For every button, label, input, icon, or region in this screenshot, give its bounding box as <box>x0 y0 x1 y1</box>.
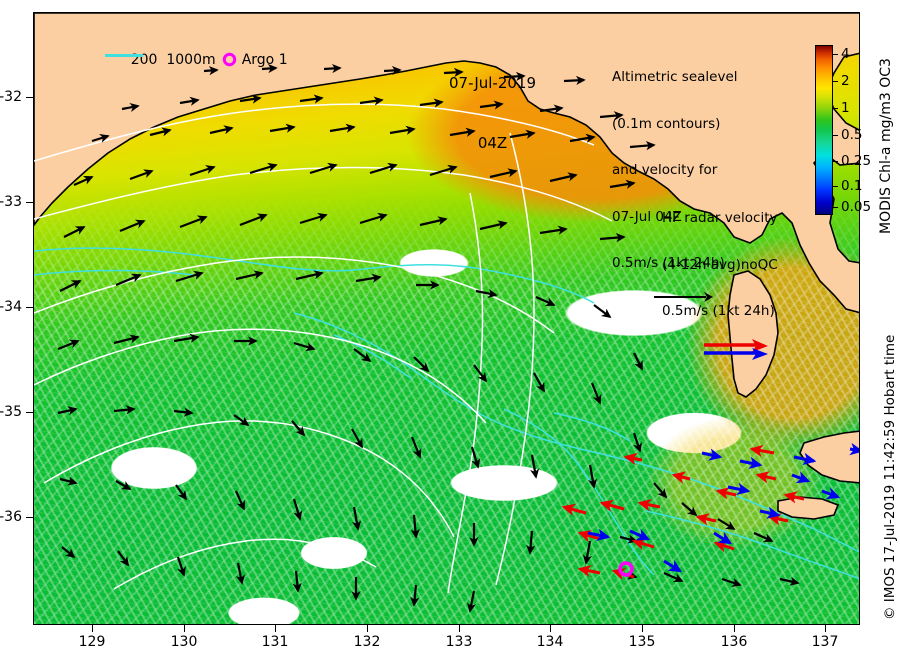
x-axis-tick <box>734 625 736 632</box>
x-axis-label: 134 <box>536 634 564 650</box>
title-date: 07-Jul-2019 <box>449 74 537 92</box>
colorbar-tick <box>833 53 838 55</box>
hf-radar-reference-arrows-icon <box>703 339 768 360</box>
colorbar-label-0p5: 0.5 <box>841 127 863 144</box>
argo-legend: Argo 1 <box>194 36 288 84</box>
colorbar-tick <box>833 107 838 110</box>
x-axis-label: 133 <box>445 634 473 650</box>
hf-radar-annotation: HF radar velocity (4-12h avg)noQC 0.5m/s… <box>662 180 778 381</box>
colorbar-label-2: 2 <box>841 72 850 89</box>
colorbar-label-0p1: 0.1 <box>841 178 863 195</box>
bathymetry-scale-legend: 200 1000m <box>104 37 216 99</box>
map-plot-area[interactable]: 200 1000m Argo 1 07-Jul-2019 04Z Altimet… <box>33 12 860 625</box>
altimetric-annotation: Altimetric sealevel (0.1m contours) and … <box>612 39 738 324</box>
x-axis-label: 136 <box>720 634 748 650</box>
argo-circle-icon <box>222 52 236 66</box>
x-axis-tick <box>550 625 552 632</box>
title-time: 04Z <box>477 134 508 152</box>
colorbar-title-text: MODIS Chl-a mg/m3 OC3 <box>878 58 894 234</box>
colorbar-tick <box>833 206 838 208</box>
depth-1000-label: 1000m <box>166 51 216 68</box>
y-axis-tick <box>26 307 33 309</box>
copyright-notice: © IMOS 17-Jul-2019 11:42:59 Hobart time <box>866 335 898 620</box>
x-axis-tick <box>367 625 369 632</box>
alt-line-0: Altimetric sealevel <box>612 69 738 85</box>
colorbar-label-4: 4 <box>841 45 850 62</box>
x-axis-label: 135 <box>628 634 656 650</box>
y-axis-tick <box>26 517 33 519</box>
alt-line-2: and velocity for <box>612 162 718 178</box>
colorbar[interactable]: 4 2 1 0.5 0.25 0.1 0.05 <box>815 45 871 215</box>
hf-line-1: (4-12h avg)noQC <box>662 256 778 273</box>
x-axis-tick <box>92 625 94 632</box>
alt-line-3: 07-Jul 04Z <box>612 208 682 225</box>
hf-line-0: HF radar velocity <box>662 210 778 226</box>
x-axis-tick <box>459 625 461 632</box>
colorbar-label-0p25: 0.25 <box>841 152 872 169</box>
colorbar-label-1: 1 <box>841 99 850 116</box>
y-axis-tick <box>26 202 33 204</box>
date-time-title: 07-Jul-2019 04Z <box>449 33 536 193</box>
y-axis-tick <box>26 97 33 99</box>
scale-bar-line <box>105 54 143 57</box>
x-axis-tick <box>825 625 827 632</box>
colorbar-label-0p05: 0.05 <box>841 198 872 215</box>
x-axis-label: 137 <box>811 634 839 650</box>
y-axis-label: -35 <box>0 404 22 420</box>
x-axis-label: 132 <box>353 634 381 650</box>
x-axis-label: 131 <box>261 634 289 650</box>
y-axis-label: -34 <box>0 299 22 315</box>
argo-legend-label: Argo 1 <box>241 51 288 68</box>
y-axis-label: -33 <box>0 194 22 210</box>
x-axis-label: 130 <box>170 634 198 650</box>
altimetric-reference-arrow-icon <box>653 292 713 302</box>
colorbar-tick <box>833 160 838 162</box>
y-axis-label: -32 <box>0 89 22 105</box>
y-axis-label: -36 <box>0 509 22 525</box>
x-axis-tick <box>275 625 277 632</box>
colorbar-axis-title: MODIS Chl-a mg/m3 OC3 <box>862 38 894 234</box>
copyright-text: © IMOS 17-Jul-2019 11:42:59 Hobart time <box>882 334 898 620</box>
colorbar-tick <box>833 135 838 137</box>
colorbar-gradient <box>815 45 833 215</box>
x-axis-label: 129 <box>78 634 106 650</box>
x-axis-tick <box>642 625 644 632</box>
alt-line-1: (0.1m contours) <box>612 115 721 132</box>
colorbar-tick <box>833 186 838 188</box>
alt-line-4: 0.5m/s (1kt 24h) <box>612 255 725 271</box>
colorbar-tick <box>833 80 838 83</box>
x-axis-tick <box>184 625 186 632</box>
y-axis-tick <box>26 412 33 414</box>
hf-line-2: 0.5m/s (1kt 24h) <box>662 303 775 319</box>
